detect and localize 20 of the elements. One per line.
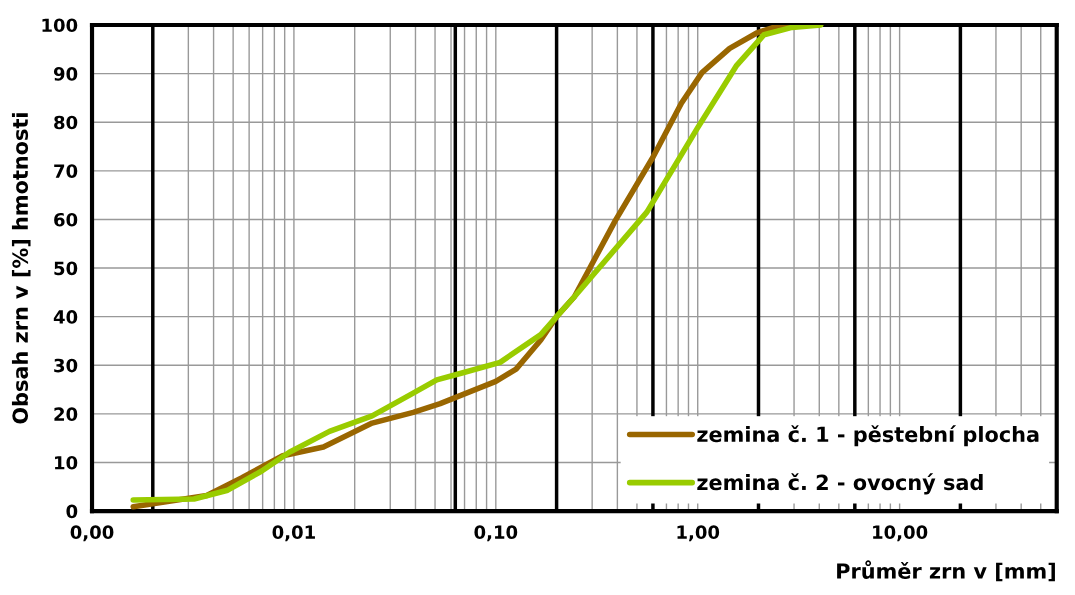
- y-tick-label: 40: [53, 310, 78, 324]
- y-tick-label: 50: [54, 261, 78, 276]
- x-axis-title: Průměr zrn v [mm]: [837, 560, 1055, 582]
- y-tick-label: 0: [66, 504, 78, 519]
- y-tick-label: 90: [53, 67, 78, 81]
- y-tick-label: 80: [54, 115, 78, 130]
- y-tick-label: 70: [54, 164, 78, 178]
- legend-label: zemina č. 2 - ovocný sad: [697, 473, 983, 495]
- y-tick-label: 60: [54, 212, 78, 227]
- x-tick-label: 0,01: [272, 525, 315, 542]
- legend-label: zemina č. 1 - pěstební plocha: [697, 425, 1039, 447]
- x-tick-label: 1,00: [677, 525, 720, 542]
- x-tick-label: 0,00: [70, 525, 114, 542]
- y-tick-label: 20: [54, 407, 78, 421]
- y-axis-title: Obsah zrn v [%] hmotnosti: [11, 113, 31, 424]
- y-tick-label: 10: [55, 455, 78, 470]
- x-tick-label: 0,10: [474, 525, 518, 542]
- x-tick-label: 10,00: [873, 525, 928, 542]
- y-tick-label: 100: [42, 18, 78, 33]
- y-tick-label: 30: [54, 358, 78, 373]
